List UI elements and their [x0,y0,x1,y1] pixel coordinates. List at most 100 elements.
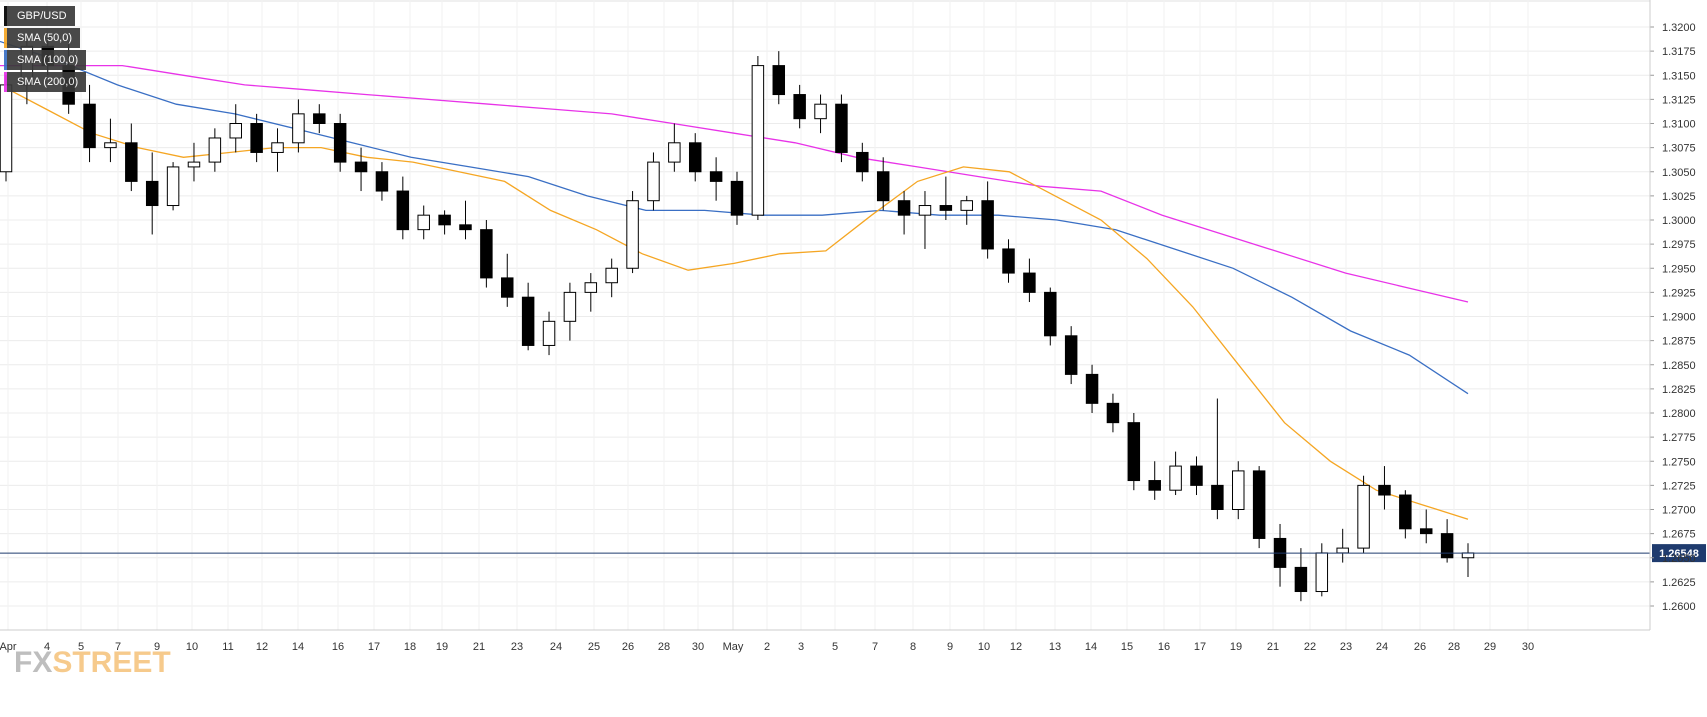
fxstreet-logo: FXSTREET [14,646,171,680]
x-tick-label: 7 [872,641,878,653]
y-tick-label: 1.2875 [1662,336,1696,348]
x-tick-label: 21 [1267,641,1279,653]
x-tick-label: 12 [1010,641,1022,653]
legend-label-sma100: SMA (100,0) [17,54,79,66]
y-tick-label: 1.3200 [1662,22,1696,34]
x-tick-label: 11 [222,641,233,653]
candle-body [918,205,932,216]
x-tick-label: 13 [1049,641,1061,653]
y-tick-label: 1.2950 [1662,263,1696,275]
candle-body [521,296,535,346]
candle-body [1419,528,1433,535]
candle-body [459,224,472,231]
candle-body [1064,335,1078,375]
legend-item-sma100[interactable]: SMA (100,0) [4,50,87,70]
x-tick-label: 23 [511,641,523,653]
candle-body [1106,402,1120,424]
x-tick-label: 21 [473,641,485,653]
candle-body [981,200,994,250]
candle-body [814,103,827,120]
x-axis: Apr 4 5 7 9 10 11 12 14 16 17 18 19 21 23 24 25 26 28 30 May… [0,629,1650,653]
x-tick-label: 12 [256,641,268,653]
y-tick-label: 1.2900 [1662,312,1696,324]
candle-body [751,65,765,216]
x-tick-label: 15 [1121,641,1133,653]
y-tick-label: 1.2725 [1662,480,1696,492]
logo-part-street: STREET [52,646,171,679]
candle-body [229,123,242,139]
candle-body [709,171,723,182]
x-tick-label: 29 [1484,641,1496,653]
legend-label-sma50: SMA (50,0) [17,32,73,44]
x-tick-label: 19 [436,641,448,653]
candle-body [187,161,201,168]
candle-body [668,142,681,163]
x-tick-label: 16 [332,641,344,653]
sma50-line [0,84,1469,520]
y-tick-label: 1.3175 [1662,46,1696,58]
y-tick-label: 1.3050 [1662,167,1696,179]
candle-body [1002,248,1015,274]
candle-body [772,65,786,96]
x-tick-label: 7 [115,641,121,653]
y-tick-label: 1.2975 [1662,239,1696,251]
legend-label-symbol: GBP/USD [17,10,67,22]
candle-body [1232,470,1245,510]
x-tick-label: 14 [1085,641,1097,653]
candle-body [939,205,953,211]
candle-body [208,137,222,163]
x-tick-label: 8 [910,641,916,653]
candle-body [1190,465,1203,486]
candle-body [730,180,744,216]
legend-item-sma50[interactable]: SMA (50,0) [4,28,81,48]
x-tick-label: 28 [658,641,670,653]
x-tick-label: 10 [978,641,990,653]
candle-body [313,113,326,124]
candle-body [1440,533,1454,559]
candle-body [354,161,368,173]
legend-swatch-sma200 [4,72,7,92]
x-tick-label: 24 [550,641,562,653]
x-tick-label: 24 [1376,641,1388,653]
legend-item-sma200[interactable]: SMA (200,0) [4,72,87,92]
candle-body [1127,422,1141,482]
y-tick-label: 1.2625 [1662,577,1696,589]
candle-body [1148,480,1161,491]
candle-body [1044,291,1057,337]
x-tick-label: 14 [292,641,304,653]
sma200-line [0,64,1469,303]
y-tick-label: 1.3150 [1662,70,1696,82]
plot-background [0,0,1650,680]
y-tick-label: 1.3100 [1662,119,1696,131]
current-price-line: 1.26548 [0,544,1706,563]
candle-body [396,190,410,231]
candle-body [1399,494,1412,530]
x-tick-label: 17 [1194,641,1206,653]
candle-body [626,200,639,269]
legend: GBP/USD SMA (50,0) SMA (100,0) SMA (200,… [4,6,87,94]
candle-body [876,171,890,202]
candle-body [1169,465,1182,491]
y-tick-label: 1.3075 [1662,143,1696,155]
candles [0,36,1475,602]
candle-body [145,180,159,207]
candle-body [856,151,869,173]
candle-body [835,103,848,153]
candle-body [83,103,96,149]
candle-body [0,84,13,173]
x-tick-label: 18 [404,641,416,653]
y-tick-label: 1.2750 [1662,456,1696,468]
legend-item-symbol[interactable]: GBP/USD [4,6,75,26]
y-tick-label: 1.2775 [1662,432,1696,444]
x-tick-label: 17 [368,641,380,653]
candle-body [333,123,347,163]
y-tick-label: 1.2800 [1662,408,1696,420]
current-price-label: 1.26548 [1659,548,1699,560]
candle-body [897,200,911,216]
y-tick-label: 1.2675 [1662,529,1696,541]
x-tick-label: Apr [0,641,17,653]
y-tick-label: 1.3125 [1662,94,1696,106]
y-tick-label: 1.2850 [1662,360,1696,372]
candle-body [793,94,806,120]
x-tick-label: 2 [764,641,770,653]
